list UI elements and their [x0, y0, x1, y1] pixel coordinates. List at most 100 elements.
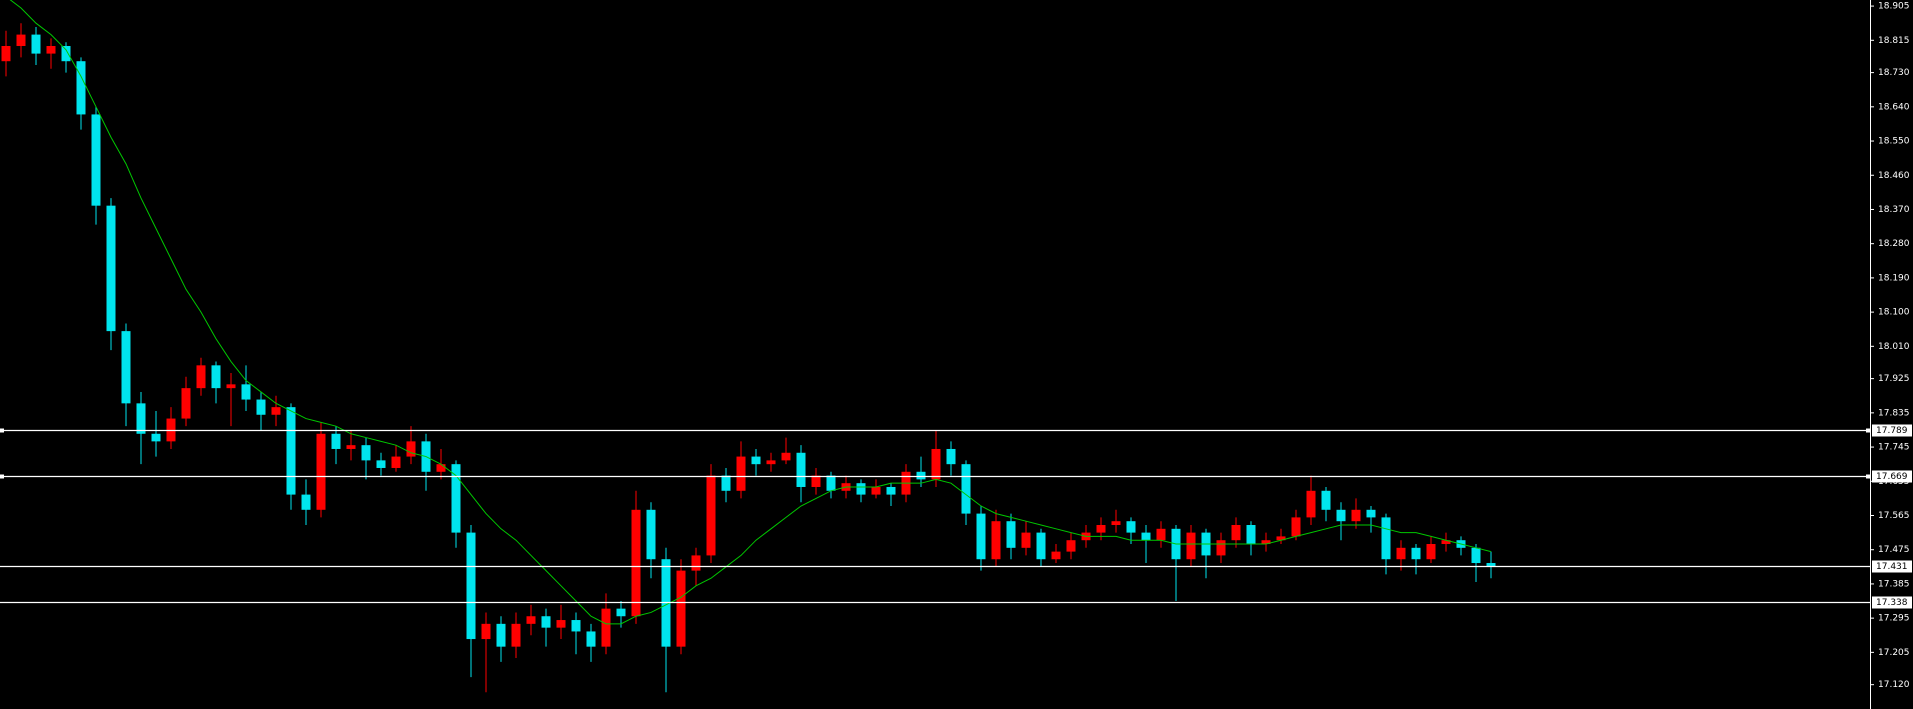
- candle-body: [46, 45, 56, 54]
- candle-body: [706, 475, 716, 556]
- candle-body: [1321, 490, 1331, 510]
- y-tick-label: 17.295: [1878, 614, 1910, 624]
- candle-body: [976, 513, 986, 560]
- candle-body: [31, 34, 41, 54]
- candle-body: [1006, 521, 1016, 548]
- candle-body: [946, 448, 956, 465]
- candle-body: [1, 45, 11, 62]
- candle-body: [1126, 521, 1136, 533]
- candle-body: [856, 483, 866, 495]
- candle-body: [811, 475, 821, 487]
- candle-body: [406, 441, 416, 457]
- candle-body: [331, 433, 341, 449]
- candle-body: [346, 445, 356, 449]
- candle-body: [121, 331, 131, 404]
- candle-body: [556, 620, 566, 628]
- candle-body: [316, 433, 326, 510]
- y-tick-label: 18.190: [1878, 273, 1910, 283]
- candle-body: [1351, 509, 1361, 522]
- candle-body: [1471, 547, 1481, 564]
- y-tick-label: 18.905: [1878, 2, 1910, 12]
- level-handle: [0, 428, 4, 433]
- candle-body: [781, 452, 791, 461]
- candle-body: [541, 616, 551, 628]
- candle-body: [511, 623, 521, 647]
- candle-body: [1306, 490, 1316, 518]
- candle-body: [1381, 517, 1391, 560]
- candle-body: [301, 494, 311, 510]
- candle-body: [256, 399, 266, 415]
- candle-body: [931, 448, 941, 480]
- candle-body: [1426, 544, 1436, 560]
- candle-body: [586, 631, 596, 647]
- candle-body: [751, 456, 761, 465]
- candle-body: [1336, 509, 1346, 522]
- candle-body: [1291, 517, 1301, 537]
- y-tick-label: 18.280: [1878, 239, 1910, 249]
- candle-body: [1186, 532, 1196, 560]
- candle-body: [136, 403, 146, 434]
- candle-body: [1396, 547, 1406, 560]
- candle-body: [1276, 536, 1286, 541]
- candle-body: [496, 623, 506, 647]
- candle-body: [1036, 532, 1046, 560]
- candle-body: [61, 45, 71, 62]
- candle-body: [211, 365, 221, 389]
- candle-body: [796, 452, 806, 487]
- candle-body: [1441, 540, 1451, 545]
- candle-body: [1246, 525, 1256, 545]
- candle-body: [151, 433, 161, 442]
- level-label-box: [1872, 596, 1912, 609]
- y-tick-label: 17.385: [1878, 579, 1910, 589]
- y-tick-label: 17.475: [1878, 545, 1910, 555]
- level-label: 17.338: [1876, 598, 1908, 608]
- candle-body: [616, 608, 626, 617]
- candle-body: [1096, 525, 1106, 533]
- candle-body: [1486, 563, 1496, 567]
- level-label-box: [1872, 470, 1912, 483]
- y-tick-label: 18.550: [1878, 137, 1910, 147]
- candle-body: [181, 388, 191, 419]
- candle-body: [826, 475, 836, 491]
- y-tick-label: 17.925: [1878, 374, 1910, 384]
- level-label: 17.789: [1876, 426, 1908, 436]
- y-tick-label: 18.010: [1878, 342, 1910, 352]
- y-tick-label: 18.815: [1878, 36, 1910, 46]
- candle-body: [886, 486, 896, 495]
- candle-body: [631, 509, 641, 617]
- candle-body: [391, 456, 401, 468]
- candle-body: [361, 445, 371, 461]
- y-tick-label: 18.640: [1878, 102, 1910, 112]
- candle-body: [451, 464, 461, 533]
- candle-body: [1051, 551, 1061, 560]
- candle-body: [196, 365, 206, 389]
- candle-body: [436, 464, 446, 472]
- candle-body: [1366, 509, 1376, 518]
- candle-body: [1411, 547, 1421, 560]
- level-label: 17.669: [1876, 472, 1908, 482]
- level-label-box: [1872, 560, 1912, 573]
- candle-body: [736, 456, 746, 491]
- candle-body: [1141, 532, 1151, 541]
- candle-body: [106, 205, 116, 332]
- level-handle: [1866, 474, 1870, 479]
- y-tick-label: 17.205: [1878, 648, 1910, 658]
- candle-body: [1261, 540, 1271, 545]
- candle-body: [466, 532, 476, 640]
- moving-average: [9, 0, 1492, 625]
- candle-body: [16, 34, 26, 46]
- candle-body: [1231, 525, 1241, 541]
- y-tick-label: 17.565: [1878, 511, 1910, 521]
- candle-body: [1216, 540, 1226, 556]
- candle-body: [481, 623, 491, 640]
- candle-body: [286, 407, 296, 495]
- candle-body: [241, 384, 251, 400]
- level-label: 17.431: [1876, 562, 1908, 572]
- candle-body: [76, 61, 86, 115]
- y-tick-label: 17.120: [1878, 680, 1910, 690]
- level-label-box: [1872, 424, 1912, 437]
- y-tick-label: 18.370: [1878, 205, 1910, 215]
- candle-body: [991, 521, 1001, 560]
